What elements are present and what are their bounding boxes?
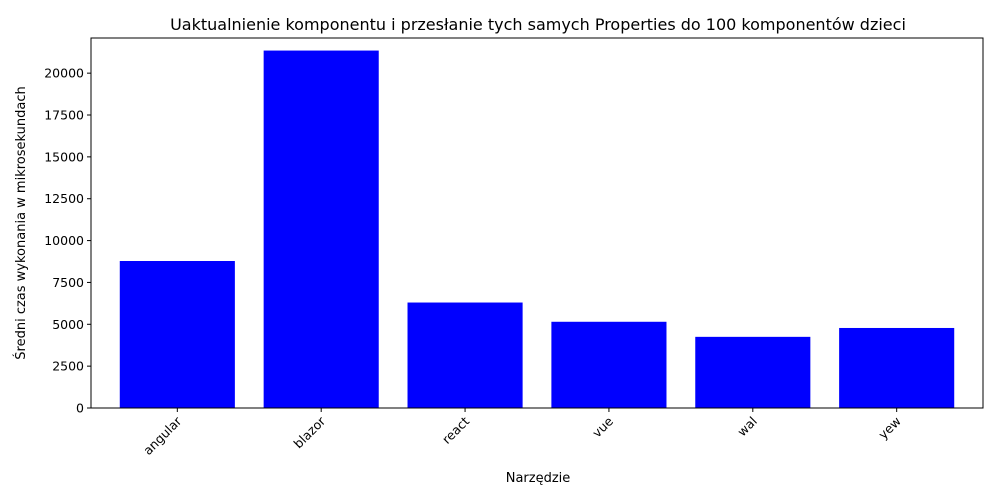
bars-group xyxy=(119,50,955,409)
y-tick-label: 10000 xyxy=(44,233,84,248)
bar-react xyxy=(407,302,523,408)
y-axis-label: Średni czas wykonania w mikrosekundach xyxy=(13,86,29,359)
y-tick-label: 7500 xyxy=(52,275,84,290)
y-tick-label: 12500 xyxy=(44,191,84,206)
x-tick-label: yew xyxy=(875,414,904,443)
x-tick-label: angular xyxy=(140,413,185,458)
bar-angular xyxy=(119,261,235,408)
x-axis: angular blazor react vue wal yew xyxy=(140,408,904,458)
chart-title: Uaktualnienie komponentu i przesłanie ty… xyxy=(170,15,906,34)
plot-frame xyxy=(90,37,984,409)
y-tick-label: 0 xyxy=(76,401,84,416)
y-tick-label: 2500 xyxy=(52,359,84,374)
x-tick-label: blazor xyxy=(291,413,329,451)
y-tick-label: 17500 xyxy=(44,108,84,123)
x-tick-label: wal xyxy=(734,414,760,440)
x-tick-label: vue xyxy=(589,413,616,440)
y-tick-label: 20000 xyxy=(44,66,84,81)
x-tick-label: react xyxy=(439,413,472,446)
x-axis-label: Narzędzie xyxy=(506,471,571,486)
bar-yew xyxy=(839,327,955,408)
y-tick-label: 5000 xyxy=(52,317,84,332)
bar-blazor xyxy=(263,50,379,409)
y-axis: 0 2500 5000 7500 10000 12500 15000 17500 20000 xyxy=(44,66,91,416)
bar-vue xyxy=(551,321,667,408)
y-tick-label: 15000 xyxy=(44,149,84,164)
bar-wal xyxy=(695,336,811,408)
